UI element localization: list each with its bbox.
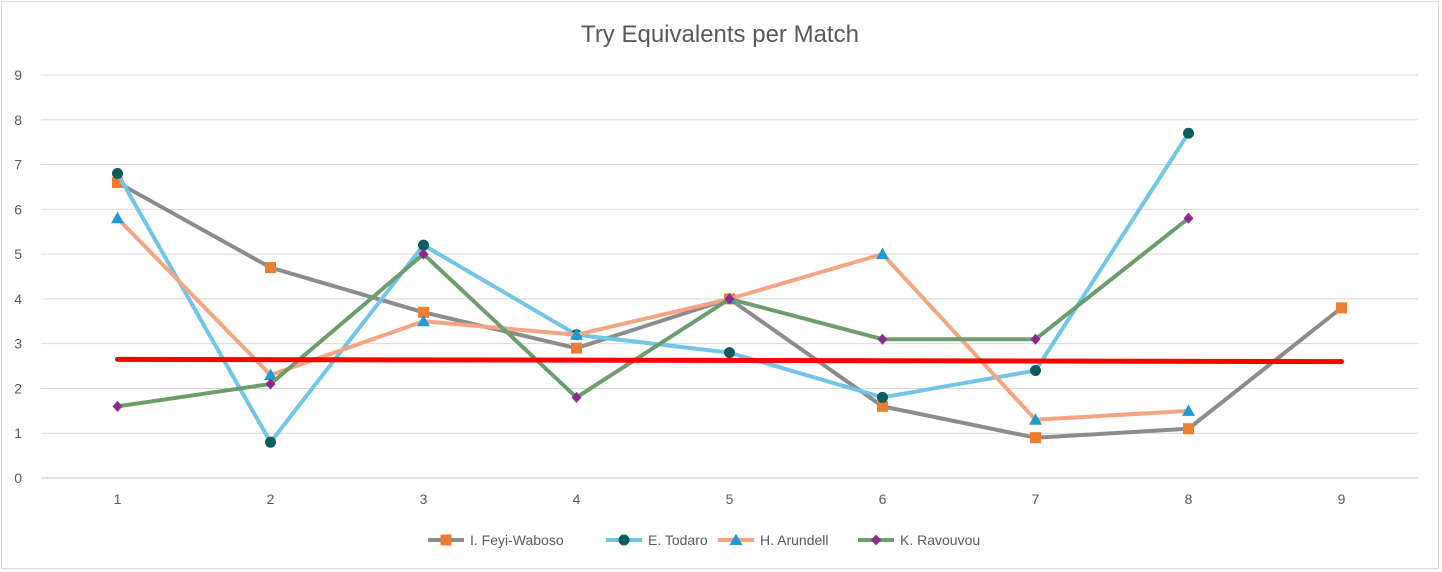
x-tick-label: 7 [1032,491,1040,507]
data-point [724,293,735,305]
x-tick-label: 4 [573,491,581,507]
data-point [1029,413,1042,425]
legend-item: K. Ravouvou [858,532,980,548]
x-tick-label: 1 [114,491,122,507]
legend-label: I. Feyi-Waboso [470,532,564,548]
x-tick-label: 2 [267,491,275,507]
series-line [115,131,1191,445]
legend-item: I. Feyi-Waboso [428,532,564,548]
chart-title: Try Equivalents per Match [581,21,859,48]
y-axis-ticks: 0 1 2 3 4 5 6 7 8 9 [14,67,22,486]
data-point [265,436,276,448]
y-tick-label: 4 [14,291,22,307]
data-point [570,328,583,340]
y-tick-label: 6 [14,201,22,217]
data-point [265,378,276,390]
data-point [418,306,429,318]
data-point [877,333,888,345]
data-point [418,239,429,251]
x-tick-label: 5 [726,491,734,507]
y-tick-label: 2 [14,380,22,396]
series-line [115,216,1191,409]
y-tick-label: 8 [14,112,22,128]
data-point [112,168,123,180]
data-point [1336,302,1347,314]
legend-label: H. Arundell [760,532,828,548]
reference-line [115,356,1344,365]
data-point [418,248,429,260]
data-point [111,211,124,224]
legend-swatch-marker [871,534,881,546]
data-point [1182,404,1195,416]
y-tick-label: 5 [14,246,22,262]
data-point [1183,127,1194,139]
legend-item: E. Todaro [606,532,708,548]
data-point [571,342,582,354]
series-0 [112,176,1347,444]
gridlines [41,74,1418,479]
y-tick-label: 9 [14,67,22,83]
legend-swatch-marker [440,534,452,546]
series-3 [112,212,1194,412]
legend-label: K. Ravouvou [900,532,980,548]
data-point [1030,432,1041,444]
data-point [877,400,888,412]
legend-item: H. Arundell [718,532,828,548]
x-axis-ticks: 1 2 3 4 5 6 7 8 9 [114,491,1346,507]
data-point [1030,333,1041,345]
data-point [876,247,889,260]
legend: I. Feyi-Waboso E. Todaro H. Arundell K. Rav… [428,532,980,548]
series-line [115,180,1344,440]
series-line [115,216,1191,422]
data-point [1183,423,1194,435]
legend-label: E. Todaro [648,532,708,548]
y-tick-label: 1 [14,425,22,441]
x-tick-label: 6 [879,491,887,507]
data-point [1030,365,1041,377]
data-point [1183,212,1194,224]
reference-line-layer [115,356,1344,365]
y-tick-label: 0 [14,470,22,486]
data-point [417,314,430,327]
series-2 [111,211,1195,425]
data-point [112,176,123,188]
series-1 [112,127,1194,448]
data-point [265,262,276,274]
y-tick-label: 7 [14,157,22,173]
legend-swatch-marker [618,534,630,546]
x-tick-label: 8 [1185,491,1193,507]
y-tick-label: 3 [14,336,22,352]
data-point [877,391,888,403]
data-point [264,368,277,381]
series-layer [111,127,1347,448]
x-tick-label: 9 [1338,491,1346,507]
legend-swatch-marker [729,533,743,545]
data-point [112,400,123,412]
x-tick-label: 3 [420,491,428,507]
data-point [724,347,735,359]
data-point [571,391,582,403]
